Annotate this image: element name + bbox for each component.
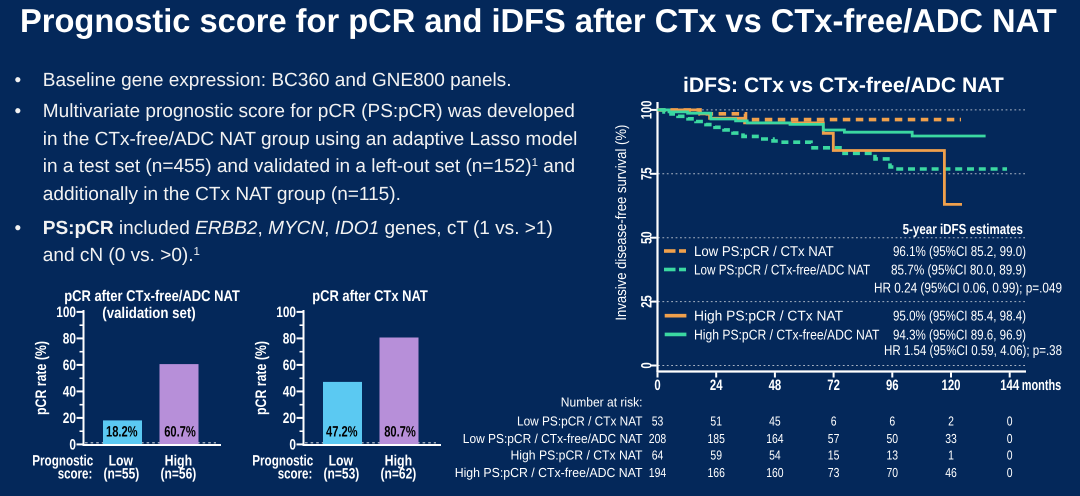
svg-text:57: 57 (828, 431, 840, 446)
svg-text:40: 40 (283, 384, 296, 401)
svg-text:59: 59 (710, 447, 722, 462)
svg-text:0: 0 (1007, 447, 1013, 462)
svg-text:High: High (385, 453, 413, 470)
svg-text:208: 208 (649, 431, 666, 446)
svg-text:120: 120 (942, 377, 961, 394)
svg-text:5-year iDFS estimates: 5-year iDFS estimates (903, 222, 1023, 238)
svg-text:pCR rate (%): pCR rate (%) (33, 341, 50, 415)
svg-text:0: 0 (1007, 413, 1013, 428)
svg-text:96: 96 (886, 377, 899, 394)
svg-text:25: 25 (639, 295, 656, 308)
svg-text:6: 6 (831, 413, 837, 428)
svg-text:80.7%: 80.7% (384, 424, 416, 441)
svg-text:46: 46 (945, 465, 957, 480)
svg-text:60: 60 (283, 357, 296, 374)
svg-text:(n=56): (n=56) (161, 466, 197, 483)
svg-text:0: 0 (654, 377, 660, 394)
svg-text:iDFS: CTx vs CTx-free/ADC NAT: iDFS: CTx vs CTx-free/ADC NAT (683, 74, 1004, 97)
svg-text:54: 54 (769, 447, 781, 462)
svg-text:48: 48 (769, 377, 782, 394)
svg-text:100: 100 (276, 304, 296, 321)
svg-text:185: 185 (708, 431, 725, 446)
svg-text:HR 1.54 (95%CI 0.59, 4.06); p=: HR 1.54 (95%CI 0.59, 4.06); p=.38 (884, 343, 1062, 359)
svg-text:96.1% (95%CI 85.2, 99.0): 96.1% (95%CI 85.2, 99.0) (893, 244, 1026, 260)
svg-text:60: 60 (63, 357, 76, 374)
svg-text:164: 164 (766, 431, 783, 446)
svg-text:0: 0 (69, 437, 76, 454)
svg-text:160: 160 (766, 465, 783, 480)
svg-text:64: 64 (652, 447, 664, 462)
svg-text:40: 40 (63, 384, 76, 401)
svg-text:0: 0 (1007, 465, 1013, 480)
svg-text:60.7%: 60.7% (164, 424, 196, 441)
svg-text:HR 0.24 (95%CI 0.06, 0.99); p=: HR 0.24 (95%CI 0.06, 0.99); p=.049 (874, 280, 1062, 296)
svg-text:13: 13 (887, 447, 899, 462)
svg-text:(n=62): (n=62) (381, 466, 417, 483)
svg-text:94.3% (95%CI 89.6, 96.9): 94.3% (95%CI 89.6, 96.9) (893, 327, 1026, 343)
svg-text:High PS:pCR / CTx-free/ADC NAT: High PS:pCR / CTx-free/ADC NAT (694, 327, 880, 343)
svg-text:24: 24 (710, 377, 723, 394)
svg-text:80: 80 (283, 331, 296, 348)
svg-text:75: 75 (639, 168, 656, 181)
svg-text:85.7% (95%CI 80.0, 89.9): 85.7% (95%CI 80.0, 89.9) (891, 263, 1026, 279)
svg-text:0: 0 (289, 437, 296, 454)
svg-text:33: 33 (945, 431, 957, 446)
svg-text:score:: score: (58, 466, 93, 483)
svg-text:15: 15 (828, 447, 840, 462)
svg-text:Low PS:pCR / CTx-free/ADC NAT: Low PS:pCR / CTx-free/ADC NAT (463, 431, 643, 446)
svg-text:Low PS:pCR / CTx-free/ADC NAT: Low PS:pCR / CTx-free/ADC NAT (694, 263, 870, 279)
svg-text:Prognostic: Prognostic (252, 453, 313, 470)
svg-text:Low PS:pCR / CTx NAT: Low PS:pCR / CTx NAT (517, 413, 643, 428)
svg-text:High PS:pCR / CTx NAT: High PS:pCR / CTx NAT (694, 309, 843, 325)
svg-text:0: 0 (1007, 431, 1013, 446)
svg-text:Number at risk:: Number at risk: (561, 395, 643, 410)
svg-text:53: 53 (652, 413, 664, 428)
svg-text:51: 51 (710, 413, 722, 428)
svg-text:(n=55): (n=55) (104, 466, 140, 483)
svg-text:months: months (1022, 377, 1062, 394)
svg-text:194: 194 (649, 465, 666, 480)
svg-text:High: High (165, 453, 193, 470)
svg-text:47.2%: 47.2% (326, 424, 358, 441)
svg-text:Low: Low (109, 453, 134, 470)
svg-text:1: 1 (948, 447, 954, 462)
svg-text:144: 144 (1000, 377, 1019, 394)
svg-text:High PS:pCR / CTx NAT: High PS:pCR / CTx NAT (511, 447, 643, 462)
svg-text:(validation set): (validation set) (102, 305, 195, 322)
svg-text:20: 20 (63, 410, 76, 427)
svg-text:(n=53): (n=53) (324, 466, 360, 483)
svg-text:0: 0 (639, 362, 656, 368)
svg-text:pCR rate (%): pCR rate (%) (253, 341, 270, 415)
svg-text:72: 72 (827, 377, 840, 394)
svg-text:20: 20 (283, 410, 296, 427)
svg-text:95.0% (95%CI 85.4, 98.4): 95.0% (95%CI 85.4, 98.4) (893, 309, 1026, 325)
svg-text:Low PS:pCR / CTx NAT: Low PS:pCR / CTx NAT (694, 244, 834, 260)
svg-text:18.2%: 18.2% (106, 424, 138, 441)
svg-text:73: 73 (828, 465, 840, 480)
svg-text:pCR after CTx-free/ADC NAT: pCR after CTx-free/ADC NAT (64, 288, 240, 305)
svg-text:score:: score: (278, 466, 313, 483)
svg-text:High PS:pCR / CTx-free/ADC NAT: High PS:pCR / CTx-free/ADC NAT (455, 465, 643, 480)
svg-text:6: 6 (889, 413, 895, 428)
svg-text:Prognostic: Prognostic (32, 453, 93, 470)
svg-text:166: 166 (708, 465, 725, 480)
svg-text:100: 100 (56, 304, 76, 321)
svg-text:80: 80 (63, 331, 76, 348)
svg-text:70: 70 (887, 465, 899, 480)
svg-text:Invasive disease-free survival: Invasive disease-free survival (%) (613, 125, 630, 321)
svg-text:50: 50 (639, 231, 656, 244)
svg-text:pCR after CTx NAT: pCR after CTx NAT (312, 288, 428, 305)
svg-text:2: 2 (948, 413, 954, 428)
svg-text:50: 50 (887, 431, 899, 446)
svg-text:100: 100 (639, 101, 656, 120)
svg-text:45: 45 (769, 413, 781, 428)
svg-text:Low: Low (329, 453, 354, 470)
